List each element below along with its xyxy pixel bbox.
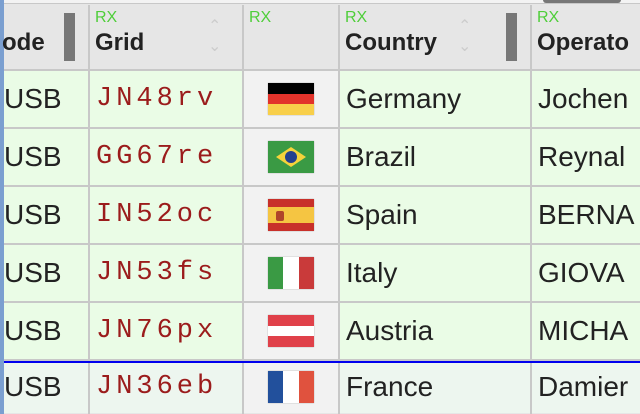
- france-flag-icon: [268, 371, 314, 403]
- grid-value: JN48rv: [96, 84, 218, 114]
- spain-flag-icon: [268, 199, 314, 231]
- column-header-grid[interactable]: RX Grid ⌃ ⌄: [90, 5, 242, 71]
- table-cell-grid[interactable]: GG67re: [90, 129, 242, 187]
- table-cell-flag[interactable]: [244, 303, 338, 361]
- table-cell-country[interactable]: Brazil: [340, 129, 530, 187]
- operator-value: Reynal: [538, 141, 626, 172]
- italy-flag-icon: [268, 257, 314, 289]
- grid-value: IN52oc: [96, 200, 218, 230]
- austria-flag-icon: [268, 315, 314, 348]
- table-cell-operator[interactable]: Jochen: [532, 71, 640, 129]
- grid-value: JN76px: [96, 316, 218, 346]
- table-cell-mode[interactable]: USB: [4, 361, 88, 413]
- grid-value: JN36eb: [96, 372, 218, 402]
- header-title: Country: [345, 29, 437, 56]
- country-value: France: [346, 371, 434, 402]
- country-value: Spain: [346, 199, 418, 230]
- table-cell-operator[interactable]: MICHA: [532, 303, 640, 361]
- table-cell-mode[interactable]: USB: [4, 71, 88, 129]
- operator-value: MICHA: [538, 315, 629, 346]
- table-cell-grid[interactable]: IN52oc: [90, 187, 242, 245]
- sort-icon[interactable]: ⌃ ⌄: [458, 18, 472, 55]
- brazil-flag-icon: [268, 141, 314, 173]
- operator-value: GIOVA: [538, 257, 625, 288]
- mode-value: USB: [4, 257, 62, 288]
- column-country: RX Country ⌃ ⌄ Germany Brazil Spain Italy Austri…: [340, 5, 532, 414]
- table-cell-mode[interactable]: USB: [4, 303, 88, 361]
- table-cell-flag[interactable]: [244, 361, 338, 413]
- rx-label: RX: [345, 9, 368, 26]
- rx-label: RX: [95, 9, 118, 26]
- operator-value: BERNA: [538, 199, 635, 230]
- column-header-mode[interactable]: ode: [2, 5, 88, 71]
- toolbar-strip: [4, 0, 640, 4]
- column-header-country[interactable]: RX Country ⌃ ⌄: [340, 5, 530, 71]
- country-value: Italy: [346, 257, 398, 288]
- table-cell-grid[interactable]: JN36eb: [90, 361, 242, 413]
- table-cell-flag[interactable]: [244, 245, 338, 303]
- mode-value: USB: [4, 141, 62, 172]
- header-title: ode: [2, 29, 45, 56]
- mode-value: USB: [4, 371, 62, 402]
- sort-icon[interactable]: ⌃ ⌄: [208, 18, 222, 55]
- header-title: Operato: [537, 29, 630, 56]
- table-cell-flag[interactable]: [244, 187, 338, 245]
- country-value: Austria: [346, 315, 434, 346]
- germany-flag-icon: [268, 83, 314, 116]
- table-cell-mode[interactable]: USB: [4, 245, 88, 303]
- table-cell-operator[interactable]: BERNA: [532, 187, 640, 245]
- table-cell-grid[interactable]: JN76px: [90, 303, 242, 361]
- rx-label: RX: [249, 9, 272, 26]
- window-left-border: [0, 0, 4, 414]
- table-cell-flag[interactable]: [244, 129, 338, 187]
- table-cell-operator[interactable]: Reynal: [532, 129, 640, 187]
- column-operator: RX Operato Jochen Reynal BERNA GIOVA MICHA Dami…: [532, 5, 640, 414]
- operator-value: Jochen: [538, 83, 629, 114]
- selected-row-divider: [4, 361, 640, 363]
- table-cell-grid[interactable]: JN48rv: [90, 71, 242, 129]
- table-cell-operator[interactable]: Damier: [532, 361, 640, 413]
- table-cell-country[interactable]: France: [340, 361, 530, 413]
- spots-table: ode USB USB USB USB USB USB RX Grid ⌃ ⌄ JN48rv GG67r…: [2, 5, 640, 414]
- table-cell-operator[interactable]: GIOVA: [532, 245, 640, 303]
- mode-value: USB: [4, 315, 62, 346]
- column-resize-handle[interactable]: [64, 13, 75, 61]
- column-header-flag[interactable]: RX: [244, 5, 338, 71]
- table-cell-grid[interactable]: JN53fs: [90, 245, 242, 303]
- column-mode: ode USB USB USB USB USB USB: [2, 5, 90, 414]
- table-cell-mode[interactable]: USB: [4, 129, 88, 187]
- grid-value: JN53fs: [96, 258, 218, 288]
- table-cell-country[interactable]: Italy: [340, 245, 530, 303]
- table-cell-country[interactable]: Spain: [340, 187, 530, 245]
- column-grid: RX Grid ⌃ ⌄ JN48rv GG67re IN52oc JN53fs JN76px JN…: [90, 5, 244, 414]
- table-cell-mode[interactable]: USB: [4, 187, 88, 245]
- rx-label: RX: [537, 9, 560, 26]
- column-flag: RX: [244, 5, 340, 414]
- header-title: Grid: [95, 29, 145, 56]
- horizontal-scrollbar[interactable]: [543, 0, 621, 3]
- table-cell-country[interactable]: Austria: [340, 303, 530, 361]
- mode-value: USB: [4, 83, 62, 114]
- country-value: Brazil: [346, 141, 417, 172]
- operator-value: Damier: [538, 371, 629, 402]
- table-cell-flag[interactable]: [244, 71, 338, 129]
- grid-value: GG67re: [96, 142, 218, 172]
- column-resize-handle[interactable]: [506, 13, 517, 61]
- column-header-operator[interactable]: RX Operato: [532, 5, 640, 71]
- table-cell-country[interactable]: Germany: [340, 71, 530, 129]
- mode-value: USB: [4, 199, 62, 230]
- country-value: Germany: [346, 83, 462, 114]
